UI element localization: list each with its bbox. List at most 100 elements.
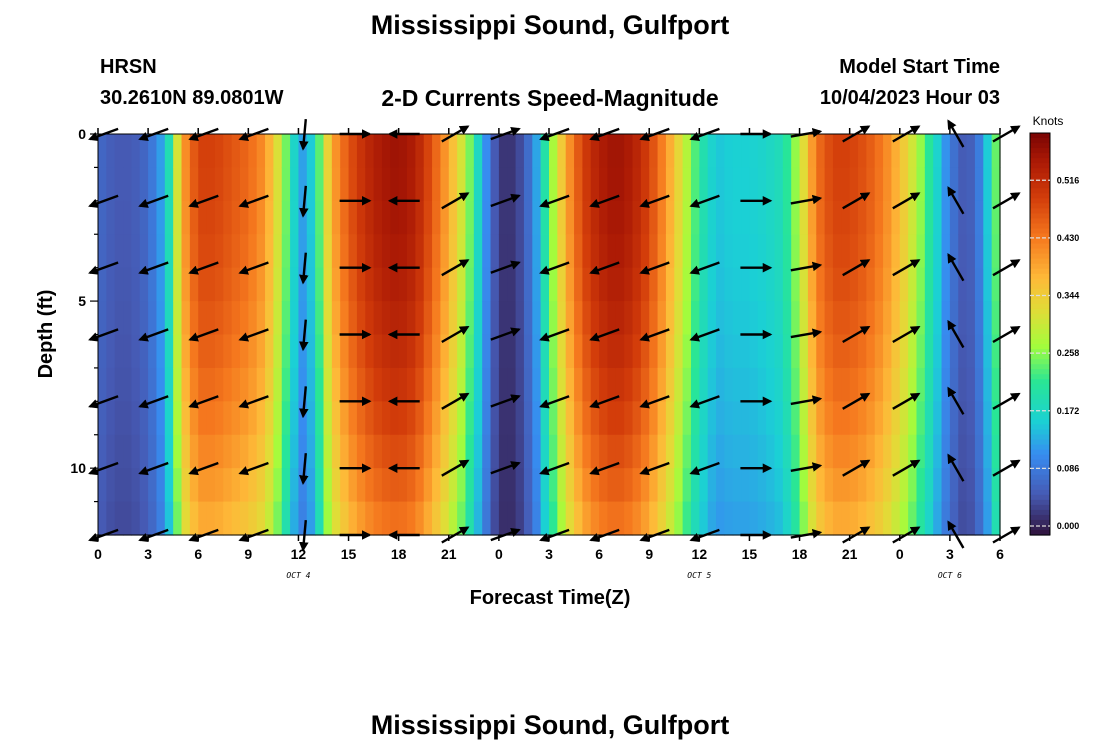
- heatmap-cell: [799, 501, 809, 536]
- heatmap-cell: [724, 267, 734, 302]
- current-vector: [842, 192, 871, 210]
- heatmap-cell: [941, 167, 951, 202]
- heatmap-cell: [290, 301, 300, 336]
- heatmap-cell: [331, 134, 341, 169]
- heatmap-cell: [874, 200, 884, 235]
- heatmap-cell: [607, 301, 617, 336]
- heatmap-cell: [741, 434, 751, 469]
- heatmap-cell: [849, 200, 859, 235]
- heatmap-cell: [189, 234, 199, 269]
- heatmap-cell: [390, 134, 400, 169]
- heatmap-cell: [757, 401, 767, 436]
- current-vector: [992, 325, 1021, 344]
- heatmap-cell: [874, 167, 884, 202]
- heatmap-cell: [315, 468, 325, 503]
- current-vector: [539, 461, 570, 476]
- heatmap-cell: [983, 267, 993, 302]
- heatmap-cell: [457, 167, 467, 202]
- heatmap-cell: [665, 401, 675, 436]
- heatmap-cell: [256, 134, 266, 169]
- heatmap-cell: [206, 267, 216, 302]
- y-tick-label: 0: [78, 126, 86, 142]
- heatmap-cell: [131, 501, 141, 536]
- heatmap-cell: [657, 167, 667, 202]
- heatmap-cell: [582, 367, 592, 402]
- heatmap-cell: [649, 200, 659, 235]
- heatmap-cell: [866, 167, 876, 202]
- current-vector: [138, 461, 169, 476]
- heatmap-cell: [899, 434, 909, 469]
- heatmap-cell: [507, 468, 517, 503]
- heatmap-cell: [214, 334, 224, 369]
- heatmap-cell: [941, 200, 951, 235]
- heatmap-cell: [381, 501, 391, 536]
- current-vector: [947, 319, 965, 349]
- heatmap-cell: [189, 367, 199, 402]
- current-vector: [138, 261, 169, 275]
- heatmap-cell: [858, 434, 867, 469]
- heatmap-cell: [373, 267, 383, 302]
- heatmap-cell: [457, 267, 467, 302]
- current-vector: [790, 395, 823, 406]
- x-tick-label: 6: [996, 546, 1004, 562]
- heatmap-cell: [874, 468, 884, 503]
- heatmap-cell: [398, 167, 408, 202]
- heatmap-cell: [782, 334, 792, 369]
- heatmap-cell: [858, 234, 867, 269]
- heatmap-cell: [148, 234, 158, 269]
- colorbar-swatch: [1030, 218, 1050, 225]
- heatmap-cell: [148, 468, 158, 503]
- colorbar-swatch: [1030, 283, 1050, 290]
- heatmap-cell: [281, 434, 291, 469]
- heatmap-cell: [356, 401, 366, 436]
- heatmap-cell: [991, 234, 1001, 269]
- heatmap-cell: [123, 301, 133, 336]
- heatmap-cell: [473, 200, 483, 235]
- heatmap-cell: [540, 134, 550, 169]
- heatmap-cell: [365, 200, 375, 235]
- heatmap-cell: [807, 134, 817, 169]
- heatmap-cell: [799, 301, 809, 336]
- heatmap-cell: [373, 401, 383, 436]
- colorbar-swatch: [1030, 474, 1050, 481]
- heatmap-cell: [665, 234, 675, 269]
- heatmap-cell: [365, 134, 375, 169]
- heatmap-cell: [791, 167, 801, 202]
- heatmap-cell: [557, 401, 567, 436]
- heatmap-cell: [340, 200, 350, 235]
- heatmap-cell: [148, 134, 158, 169]
- heatmap-cell: [757, 434, 767, 469]
- current-vector: [992, 459, 1021, 477]
- current-vector: [790, 328, 823, 339]
- heatmap-cell: [114, 334, 124, 369]
- heatmap-cell: [323, 468, 333, 503]
- heatmap-cell: [189, 267, 199, 302]
- heatmap-cell: [214, 200, 224, 235]
- heatmap-cell: [490, 401, 500, 436]
- heatmap-cell: [265, 367, 274, 402]
- heatmap-cell: [523, 434, 533, 469]
- heatmap-cell: [949, 334, 959, 369]
- heatmap-cell: [807, 167, 817, 202]
- heatmap-cell: [315, 434, 325, 469]
- heatmap-cell: [540, 434, 550, 469]
- heatmap-cell: [198, 501, 208, 536]
- heatmap-cell: [532, 167, 542, 202]
- heatmap-cell: [239, 401, 249, 436]
- heatmap-cell: [356, 334, 366, 369]
- heatmap-cell: [841, 468, 851, 503]
- heatmap-cell: [265, 401, 274, 436]
- heatmap-cell: [306, 234, 316, 269]
- heatmap-cell: [540, 267, 550, 302]
- heatmap-cell: [340, 468, 350, 503]
- heatmap-cell: [206, 334, 216, 369]
- heatmap-cell: [248, 200, 258, 235]
- colorbar-swatch: [1030, 198, 1050, 204]
- heatmap-cell: [682, 434, 692, 469]
- heatmap-cell: [766, 167, 776, 202]
- heatmap-cell: [498, 267, 508, 302]
- heatmap-cell: [189, 134, 199, 169]
- heatmap-cell: [498, 334, 508, 369]
- heatmap-cell: [348, 501, 358, 536]
- heatmap-cell: [164, 301, 174, 336]
